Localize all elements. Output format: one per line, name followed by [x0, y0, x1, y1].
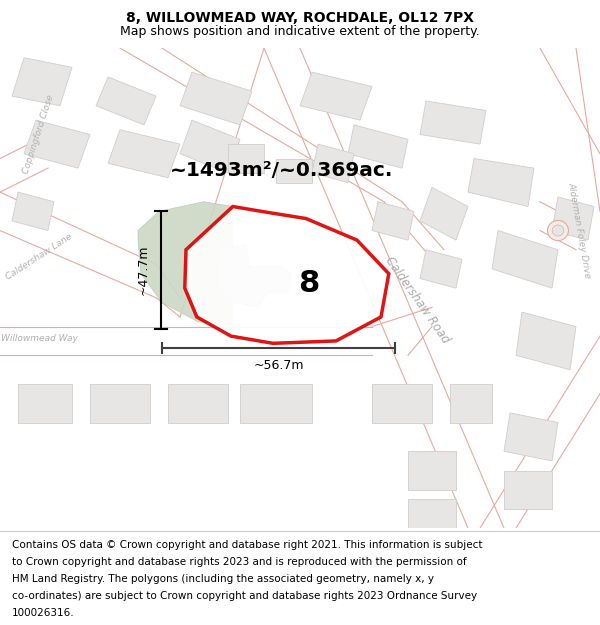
Polygon shape [240, 384, 312, 423]
Polygon shape [348, 125, 408, 168]
Polygon shape [276, 159, 312, 182]
Polygon shape [12, 58, 72, 106]
Ellipse shape [552, 225, 564, 236]
Polygon shape [516, 312, 576, 370]
Text: Map shows position and indicative extent of the property.: Map shows position and indicative extent… [120, 24, 480, 38]
Polygon shape [408, 499, 456, 528]
Polygon shape [180, 72, 252, 125]
Text: ~1493m²/~0.369ac.: ~1493m²/~0.369ac. [170, 161, 394, 180]
Polygon shape [24, 120, 90, 168]
Polygon shape [372, 202, 414, 240]
Polygon shape [185, 206, 389, 343]
Polygon shape [138, 202, 233, 326]
Text: ~47.7m: ~47.7m [137, 245, 150, 296]
Polygon shape [108, 130, 180, 178]
Polygon shape [504, 413, 558, 461]
Polygon shape [96, 77, 156, 125]
Polygon shape [504, 471, 552, 509]
Text: Caldershaw Lane: Caldershaw Lane [4, 232, 74, 282]
Text: Alderman Foley Drive: Alderman Foley Drive [566, 182, 592, 279]
Text: Contains OS data © Crown copyright and database right 2021. This information is : Contains OS data © Crown copyright and d… [12, 540, 482, 550]
Polygon shape [18, 384, 72, 423]
Polygon shape [420, 250, 462, 288]
Polygon shape [216, 245, 291, 308]
Polygon shape [552, 197, 594, 240]
Polygon shape [312, 144, 354, 182]
Polygon shape [300, 72, 372, 120]
Polygon shape [420, 188, 468, 240]
Text: ~56.7m: ~56.7m [253, 359, 304, 372]
Polygon shape [12, 192, 54, 231]
Text: Coppingford Close: Coppingford Close [22, 94, 56, 175]
Text: HM Land Registry. The polygons (including the associated geometry, namely x, y: HM Land Registry. The polygons (includin… [12, 574, 434, 584]
Text: 100026316.: 100026316. [12, 608, 74, 618]
Text: Caldershaw Road: Caldershaw Road [382, 254, 452, 346]
Polygon shape [468, 159, 534, 206]
Polygon shape [228, 144, 264, 173]
Polygon shape [408, 451, 456, 490]
Polygon shape [180, 120, 240, 173]
Polygon shape [372, 384, 432, 423]
Text: co-ordinates) are subject to Crown copyright and database rights 2023 Ordnance S: co-ordinates) are subject to Crown copyr… [12, 591, 477, 601]
Polygon shape [90, 384, 150, 423]
Text: 8: 8 [298, 269, 319, 298]
Polygon shape [450, 384, 492, 423]
Polygon shape [420, 101, 486, 144]
Polygon shape [168, 384, 228, 423]
Text: 8, WILLOWMEAD WAY, ROCHDALE, OL12 7PX: 8, WILLOWMEAD WAY, ROCHDALE, OL12 7PX [126, 11, 474, 24]
Text: to Crown copyright and database rights 2023 and is reproduced with the permissio: to Crown copyright and database rights 2… [12, 557, 467, 567]
Polygon shape [492, 231, 558, 288]
Text: Willowmead Way: Willowmead Way [1, 334, 77, 343]
Ellipse shape [548, 221, 569, 241]
